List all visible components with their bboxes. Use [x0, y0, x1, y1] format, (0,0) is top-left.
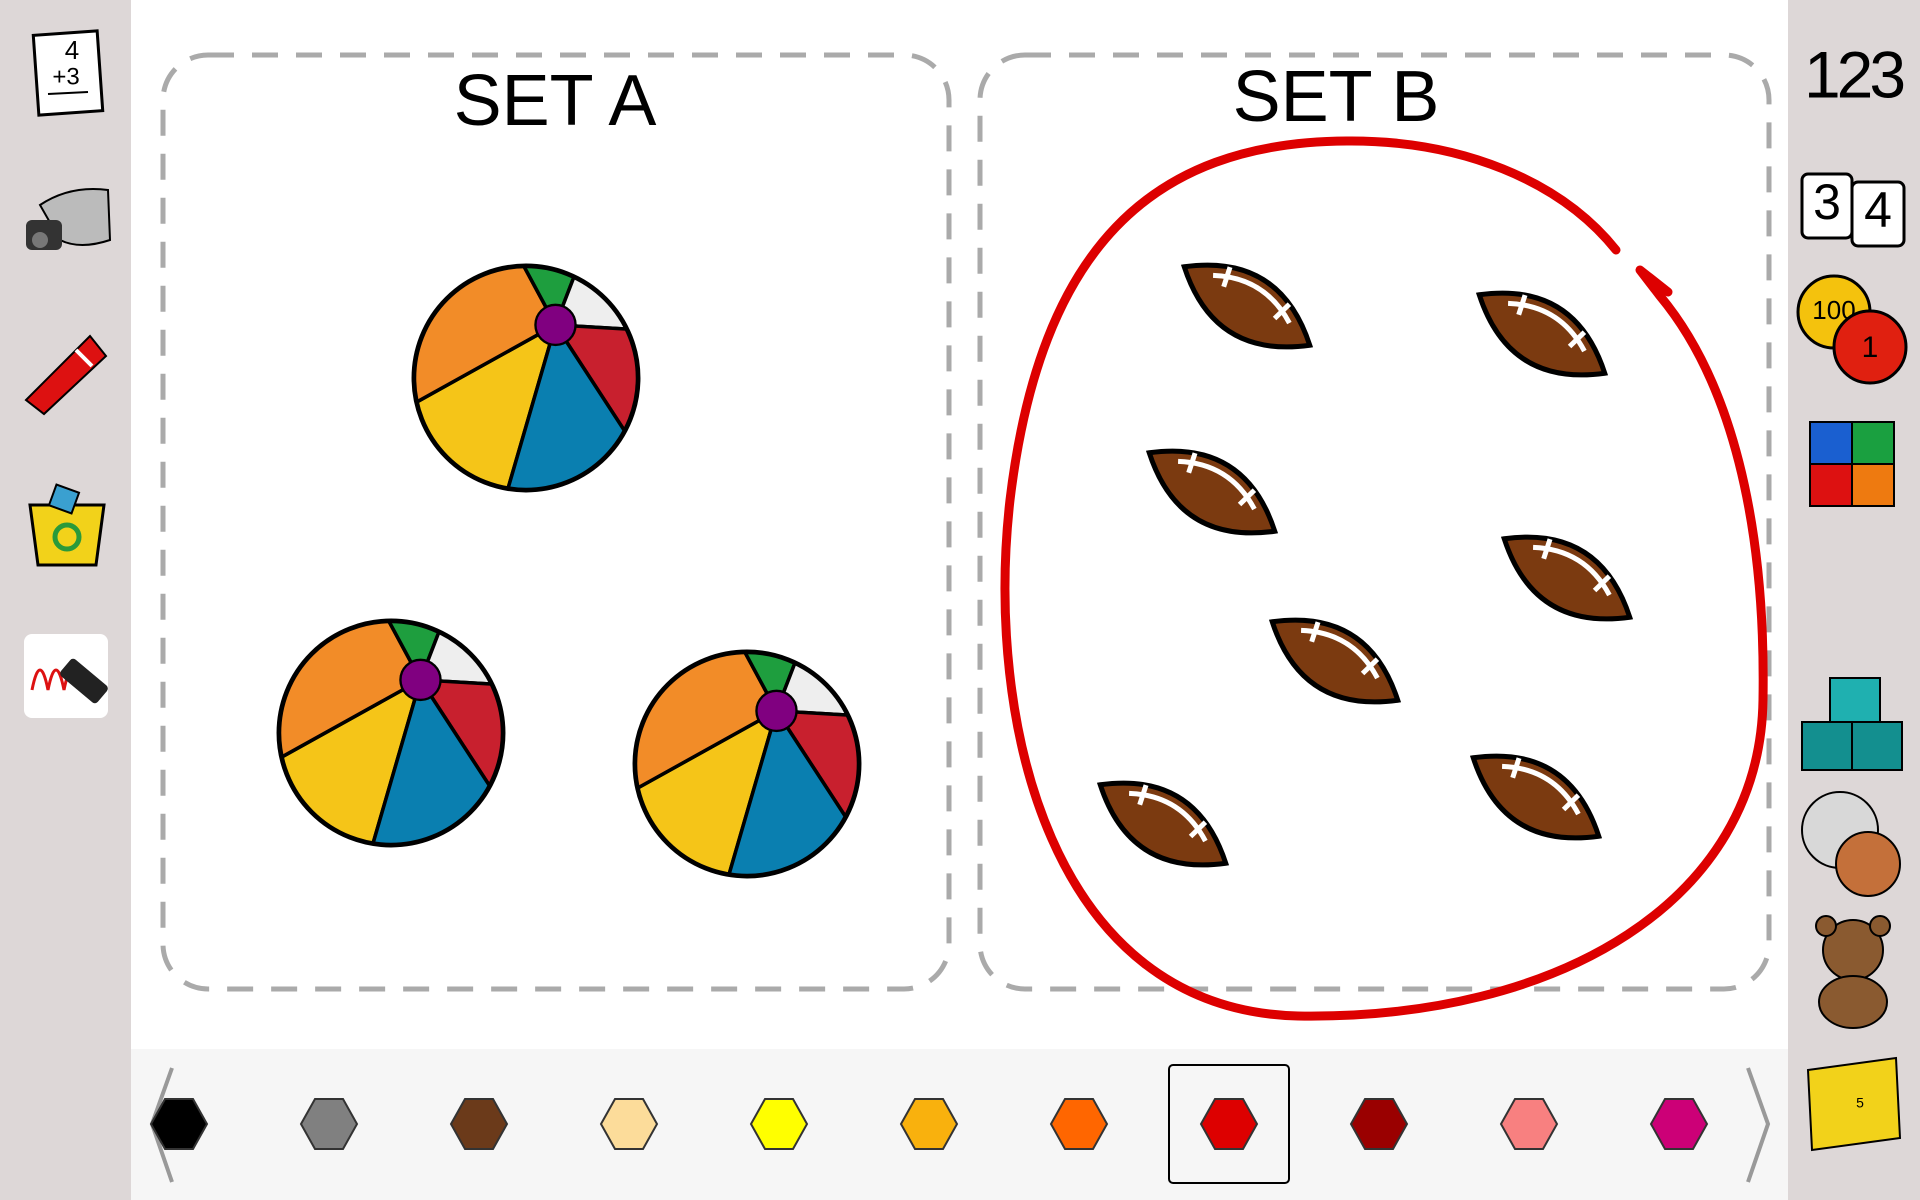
cube [1801, 721, 1853, 771]
football[interactable] [1168, 240, 1326, 371]
bear-body [1818, 975, 1888, 1029]
football[interactable] [1463, 268, 1621, 399]
palette-next[interactable] [1746, 1067, 1771, 1183]
block [1809, 421, 1853, 465]
cubes-tool[interactable] [1801, 677, 1903, 771]
trash-can [28, 503, 106, 567]
coin-chips-tool[interactable]: 100 1 [1796, 274, 1908, 385]
camera-tool[interactable] [26, 188, 112, 250]
football[interactable] [1084, 758, 1242, 889]
color-swatch[interactable] [1499, 1098, 1559, 1150]
crayon-stripe [74, 348, 94, 368]
color-swatch[interactable] [1199, 1098, 1259, 1150]
color-swatch[interactable] [599, 1098, 659, 1150]
block [1809, 463, 1853, 507]
marker [60, 658, 108, 704]
money-tool[interactable] [1801, 791, 1901, 897]
color-swatch[interactable] [149, 1098, 209, 1150]
ruler-tool[interactable]: 5 [1806, 1056, 1902, 1152]
penny [1835, 831, 1901, 897]
selected-color-frame [1168, 1064, 1290, 1184]
number-card [1850, 180, 1906, 248]
flashcard-bottom: +3 [52, 63, 79, 90]
chip-label: 1 [1862, 331, 1879, 364]
cube [1829, 677, 1881, 723]
set-b-frame [977, 52, 1772, 992]
set-b: SET B [977, 52, 1772, 992]
block [1851, 421, 1895, 465]
cube [1851, 721, 1903, 771]
trash-tool[interactable] [28, 483, 106, 567]
color-swatch[interactable] [1049, 1098, 1109, 1150]
set-a-frame [160, 52, 952, 992]
football[interactable] [1133, 426, 1291, 557]
ruler-label: 5 [1856, 1095, 1864, 1111]
football[interactable] [1457, 731, 1615, 862]
trash-item [47, 483, 81, 515]
marker-tool[interactable] [24, 634, 109, 718]
bear-tool[interactable] [1815, 915, 1891, 1029]
bear-ear [1869, 915, 1891, 937]
number-card-label: 3 [1813, 174, 1841, 230]
set-a-title: SET A [454, 61, 657, 141]
set-b-title: SET B [1233, 57, 1440, 137]
crayon-tool[interactable] [24, 334, 108, 416]
crayon [24, 334, 108, 416]
beach-ball[interactable] [261, 603, 521, 863]
football[interactable] [1488, 512, 1646, 643]
beach-ball[interactable] [396, 248, 656, 508]
beach-ball[interactable] [617, 634, 877, 894]
numbers-tool[interactable]: 123 [1804, 37, 1907, 111]
number-card-label: 4 [1864, 182, 1892, 238]
number-cards-tool[interactable]: 3 4 [1800, 172, 1906, 248]
recycle-symbol [52, 522, 82, 552]
flashcard-top: 4 [65, 35, 79, 65]
football[interactable] [1256, 595, 1414, 726]
color-swatch[interactable] [449, 1098, 509, 1150]
color-swatch[interactable] [749, 1098, 809, 1150]
block [1851, 463, 1895, 507]
color-swatch[interactable] [299, 1098, 359, 1150]
set-a: SET A [160, 52, 952, 992]
camera-lens [32, 232, 48, 248]
chip [1832, 309, 1908, 385]
flashcard-line [47, 91, 89, 95]
ruler [1806, 1056, 1902, 1152]
bear-ear [1815, 915, 1837, 937]
color-swatch[interactable] [899, 1098, 959, 1150]
left-sidebar [0, 0, 131, 1200]
flashcard-tool[interactable]: 4 +3 [31, 29, 105, 117]
palette [149, 1064, 1709, 1184]
blocks-tool[interactable] [1809, 421, 1895, 507]
color-swatch[interactable] [1349, 1098, 1409, 1150]
color-swatch[interactable] [1649, 1098, 1709, 1150]
drawn-loop[interactable] [1000, 136, 1768, 1021]
